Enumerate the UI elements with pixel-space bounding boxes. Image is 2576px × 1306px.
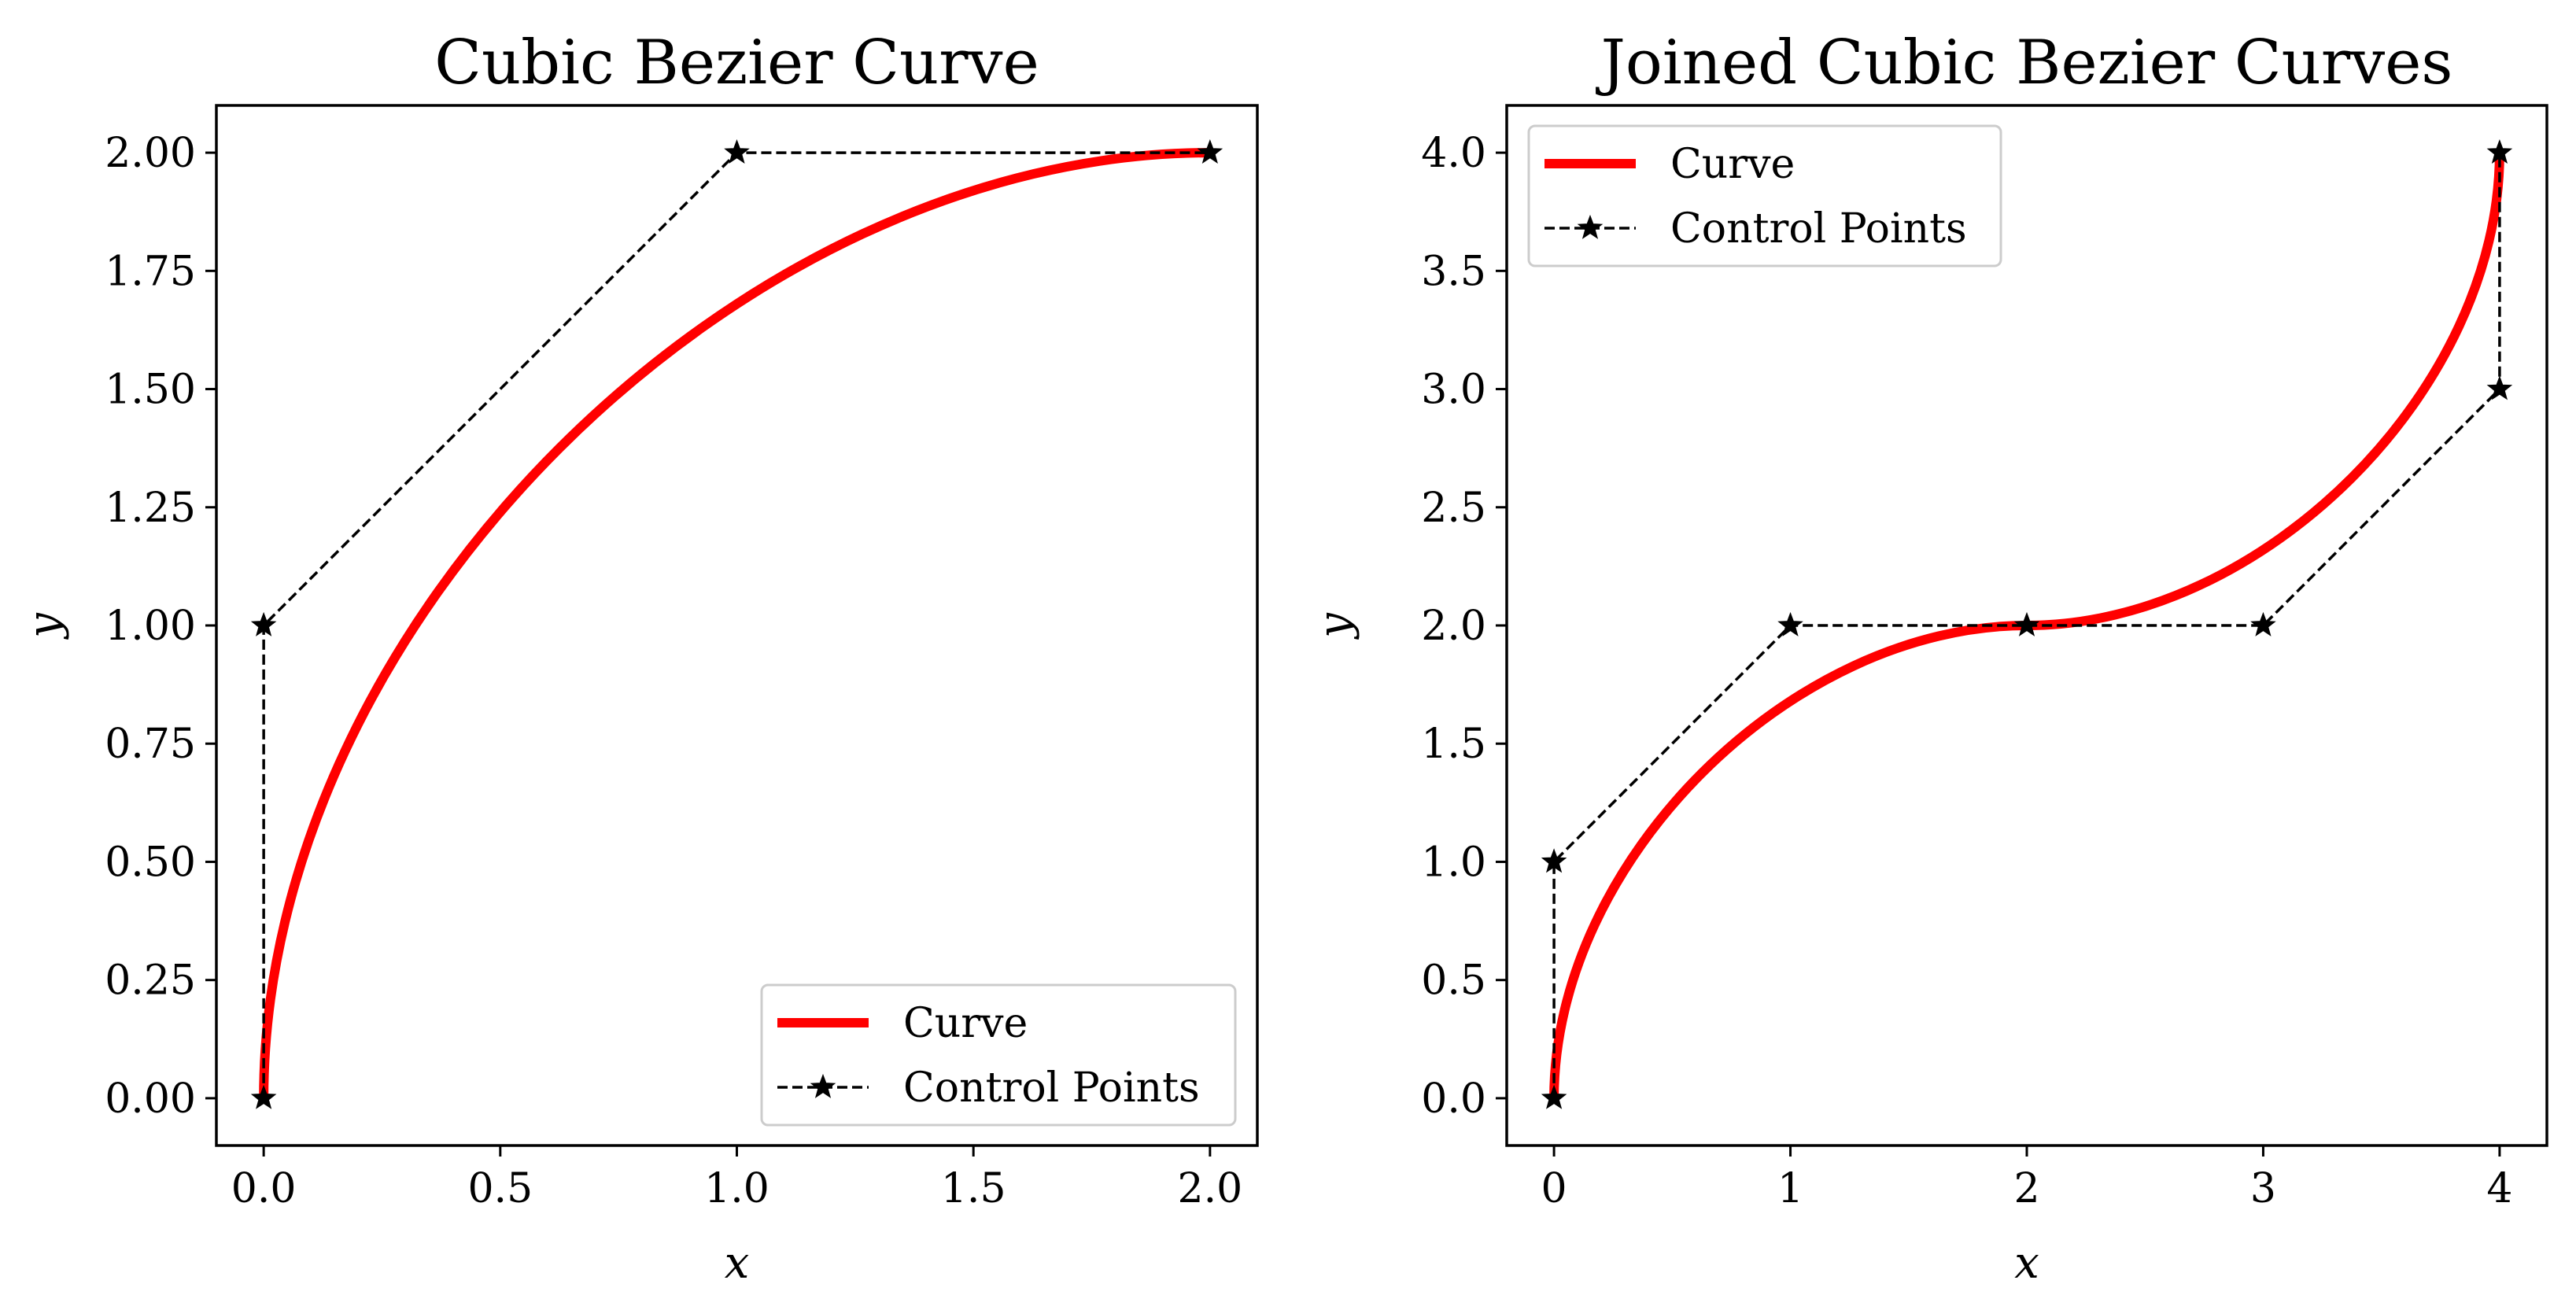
plot-area: [250, 138, 1223, 1109]
x-tick-label: 3: [2250, 1165, 2276, 1212]
control-point-marker: [2250, 611, 2276, 636]
series-curve: [259, 148, 1210, 1098]
control-point-marker: [2486, 375, 2513, 400]
x-tick-label: 1: [1777, 1165, 1803, 1212]
control-point-marker: [1197, 138, 1223, 164]
legend-box: [1527, 124, 2002, 267]
y-tick-label: 0.25: [105, 957, 196, 1005]
x-axis-label: x: [725, 1238, 750, 1289]
x-tick-label: 1.5: [941, 1165, 1006, 1212]
chart-title: Cubic Bezier Curve: [434, 28, 1039, 98]
legend-label-control-points: Control Points: [903, 1064, 1200, 1112]
control-point-marker: [724, 138, 750, 164]
y-tick-label: 2.0: [1421, 603, 1486, 650]
legend-label-control-points: Control Points: [1670, 205, 1967, 253]
y-tick-label: 1.25: [105, 485, 196, 532]
x-tick-label: 2.0: [1178, 1165, 1243, 1212]
x-tick-label: 0.0: [231, 1165, 297, 1212]
control-point-marker: [250, 1084, 277, 1109]
control-point-marker: [1777, 611, 1803, 636]
legend-label-curve: Curve: [1670, 141, 1795, 188]
y-tick-label: 3.0: [1421, 367, 1486, 414]
x-tick-label: 4: [2486, 1165, 2512, 1212]
y-axis-label: y: [19, 612, 70, 640]
legend-star-icon: [1577, 214, 1604, 239]
y-tick-label: 0.75: [105, 721, 196, 768]
x-tick-label: 0: [1541, 1165, 1567, 1212]
plot-area: [1541, 138, 2513, 1109]
chart-title: Joined Cubic Bezier Curves: [1596, 28, 2453, 98]
legend-label-curve: Curve: [903, 1000, 1028, 1047]
y-tick-label: 1.75: [105, 248, 196, 295]
chart-panel-2: Joined Cubic Bezier Curves 0 1 2 3 4 0.0 0.5 1.0…: [1309, 28, 2548, 1289]
y-tick-label: 2.00: [105, 130, 196, 177]
series-control-polygon: [262, 151, 1210, 1098]
chart-panel-1: Cubic Bezier Curve 0.0 0.5 1.0 1.5 2.0 0.00 0.2…: [19, 28, 1259, 1289]
legend: Curve Control Points: [760, 983, 1237, 1127]
y-tick-label: 1.0: [1421, 839, 1486, 886]
axes-frame: [1505, 104, 2548, 1147]
x-tick-label: 2: [2013, 1165, 2039, 1212]
y-tick-label: 0.00: [105, 1075, 196, 1123]
axes-frame: [215, 104, 1259, 1147]
y-tick-label: 0.0: [1421, 1075, 1486, 1123]
y-tick-label: 1.00: [105, 603, 196, 650]
y-tick-label: 1.5: [1421, 721, 1486, 768]
x-tick-label: 1.0: [704, 1165, 769, 1212]
y-tick-label: 4.0: [1421, 130, 1486, 177]
control-point-marker: [1541, 1084, 1567, 1109]
control-point-marker: [2013, 611, 2040, 636]
y-axis-label: y: [1309, 612, 1360, 640]
control-point-marker: [250, 611, 277, 636]
y-tick-label: 3.5: [1421, 248, 1486, 295]
y-tick-label: 0.5: [1421, 957, 1486, 1005]
x-tick-label: 0.5: [467, 1165, 533, 1212]
y-tick-label: 0.50: [105, 839, 196, 886]
control-point-marker: [2486, 138, 2513, 164]
control-point-marker: [1541, 848, 1567, 873]
y-tick-label: 2.5: [1421, 485, 1486, 532]
y-tick-label: 1.50: [105, 367, 196, 414]
x-axis-label: x: [2014, 1238, 2039, 1289]
legend-star-icon: [810, 1073, 836, 1098]
legend-box: [760, 983, 1237, 1127]
legend: Curve Control Points: [1527, 124, 2002, 267]
